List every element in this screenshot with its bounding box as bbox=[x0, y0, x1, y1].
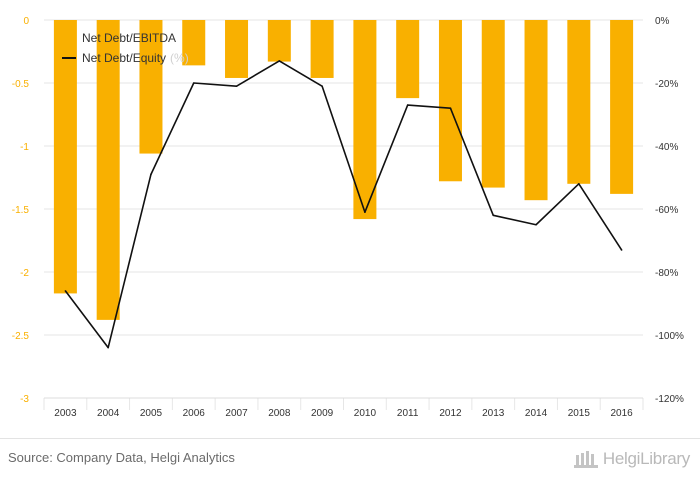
point-net-debt-equity bbox=[406, 104, 409, 106]
footer-divider bbox=[0, 438, 700, 439]
x-axis-tick-label: 2014 bbox=[525, 408, 548, 419]
point-net-debt-equity bbox=[578, 183, 580, 185]
left-axis-tick-label: -2 bbox=[20, 268, 29, 279]
point-net-debt-equity bbox=[620, 249, 623, 251]
chart: 0 0% -0.5 -20% -1 -40% -1.5 -60% -2 -80% -2.5 -100%… bbox=[12, 16, 684, 419]
right-axis-tick-label: -120% bbox=[655, 394, 684, 405]
legend-unit: (%) bbox=[170, 51, 189, 65]
right-axis-tick-label: 0% bbox=[655, 16, 670, 27]
helgi-library-logo[interactable]: HelgiLibrary bbox=[573, 448, 690, 470]
logo-text: HelgiLibrary bbox=[602, 449, 690, 468]
legend-label: Net Debt/Equity bbox=[82, 51, 167, 65]
x-axis-tick-label: 2010 bbox=[354, 408, 377, 419]
bar-net-debt-ebitda bbox=[481, 20, 505, 188]
point-net-debt-equity bbox=[364, 211, 366, 213]
point-net-debt-equity bbox=[449, 107, 452, 109]
x-axis-tick-label: 2008 bbox=[268, 408, 291, 419]
library-building-icon bbox=[573, 451, 598, 468]
left-axis-tick-label: -1.5 bbox=[12, 205, 30, 216]
x-axis-tick-label: 2003 bbox=[54, 408, 77, 419]
legend-item-net-debt-equity[interactable]: Net Debt/Equity (%) bbox=[62, 48, 189, 68]
line-net-debt-equity bbox=[64, 60, 623, 349]
right-axis-tick-label: -20% bbox=[655, 79, 678, 90]
bar-net-debt-ebitda bbox=[225, 20, 249, 78]
bar-net-debt-ebitda bbox=[567, 20, 591, 184]
left-axis-tick-label: -3 bbox=[20, 394, 29, 405]
point-net-debt-equity bbox=[107, 346, 109, 349]
bar-net-debt-ebitda bbox=[396, 20, 420, 99]
legend-item-net-debt-ebitda[interactable]: Net Debt/EBITDA bbox=[62, 28, 189, 48]
right-axis-tick-label: -40% bbox=[655, 142, 678, 153]
bar-net-debt-ebitda bbox=[96, 20, 120, 320]
x-axis-tick-label: 2012 bbox=[439, 408, 462, 419]
left-axis-tick-label: -2.5 bbox=[12, 331, 30, 342]
bar-net-debt-ebitda bbox=[310, 20, 334, 78]
x-axis-tick-label: 2016 bbox=[610, 408, 633, 419]
left-axis-tick-label: 0 bbox=[23, 16, 29, 27]
x-axis-tick-label: 2011 bbox=[397, 408, 419, 419]
left-axis-tick-label: -0.5 bbox=[12, 79, 30, 90]
bar-net-debt-ebitda bbox=[182, 20, 206, 66]
point-net-debt-equity bbox=[64, 290, 67, 292]
legend: Net Debt/EBITDA Net Debt/Equity (%) bbox=[62, 28, 189, 68]
bar-net-debt-ebitda bbox=[267, 20, 291, 62]
point-net-debt-equity bbox=[235, 85, 238, 87]
right-axis-tick-label: -60% bbox=[655, 205, 678, 216]
source-note: Source: Company Data, Helgi Analytics bbox=[8, 450, 235, 465]
x-axis-tick-label: 2006 bbox=[183, 408, 206, 419]
bar-net-debt-ebitda bbox=[524, 20, 548, 201]
bar-net-debt-ebitda bbox=[139, 20, 163, 154]
point-net-debt-equity bbox=[150, 173, 152, 176]
x-axis-tick-label: 2015 bbox=[568, 408, 591, 419]
bar-net-debt-ebitda bbox=[53, 20, 77, 294]
x-axis-tick-label: 2004 bbox=[97, 408, 120, 419]
x-axis-tick-label: 2013 bbox=[482, 408, 505, 419]
legend-label: Net Debt/EBITDA bbox=[82, 31, 177, 45]
point-net-debt-equity bbox=[192, 82, 195, 84]
bar-net-debt-ebitda bbox=[610, 20, 634, 194]
legend-swatch-bar bbox=[62, 32, 76, 44]
x-axis-tick-label: 2009 bbox=[311, 408, 334, 419]
footer: Source: Company Data, Helgi Analytics He… bbox=[0, 438, 700, 483]
point-net-debt-equity bbox=[535, 223, 537, 226]
bar-net-debt-ebitda bbox=[353, 20, 377, 220]
point-net-debt-equity bbox=[278, 60, 281, 62]
x-axis-tick-label: 2005 bbox=[140, 408, 163, 419]
right-axis-tick-label: -80% bbox=[655, 268, 678, 279]
bar-net-debt-ebitda bbox=[438, 20, 462, 182]
right-axis-tick-label: -100% bbox=[655, 331, 684, 342]
x-axis-tick-label: 2007 bbox=[225, 408, 248, 419]
point-net-debt-equity bbox=[321, 85, 323, 87]
legend-swatch-line bbox=[62, 57, 76, 59]
point-net-debt-equity bbox=[492, 214, 495, 217]
left-axis-tick-label: -1 bbox=[20, 142, 29, 153]
